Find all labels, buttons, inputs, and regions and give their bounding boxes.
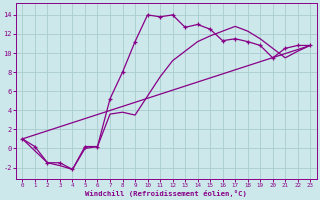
X-axis label: Windchill (Refroidissement éolien,°C): Windchill (Refroidissement éolien,°C) — [85, 190, 247, 197]
